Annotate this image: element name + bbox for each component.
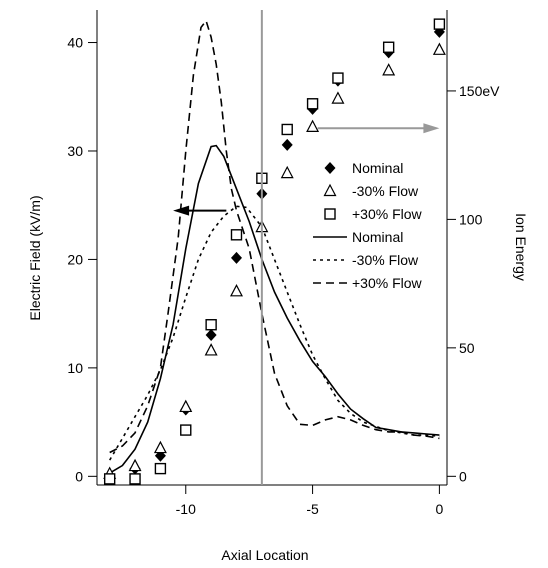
ion-energy-point-diamond [230,251,242,264]
y-left-tick-label: 40 [67,35,83,51]
ion-energy-point-triangle [128,458,142,472]
ion-energy-point-square [230,229,243,241]
ion-energy-point-diamond [281,138,293,151]
ion-energy-point-square [332,72,344,84]
ion-energy-point-square [103,473,116,485]
right-arrow-head [423,123,440,134]
ion-energy-point-square [154,462,167,475]
axes-group: -10 -5 0 0 10 20 30 40 0 50 100 150eV [67,10,500,517]
legend-marker-triangle [323,183,337,197]
ion-energy-point-triangle [331,91,345,104]
y-right-tick-label: 50 [459,340,475,356]
y-left-tick-label: 10 [67,360,83,376]
legend: Nominal -30% Flow +30% Flow Nominal -30% Flo… [313,160,423,291]
ion-energy-point-square [205,319,217,331]
x-tick-label: -5 [306,501,319,517]
x-tick-label: 0 [435,501,443,517]
y-left-tick-label: 20 [67,251,83,267]
legend-marker-square [324,208,336,220]
legend-label: Nominal [352,160,403,176]
legend-label: +30% Flow [352,206,423,222]
field-line-dotted [109,205,440,461]
y-right-tick-label: 150eV [459,83,500,99]
x-axis-title: Axial Location [221,547,308,563]
ion-energy-point-square [180,424,192,436]
ion-energy-point-triangle [204,343,218,356]
legend-label: -30% Flow [352,183,419,199]
ion-energy-point-square [382,41,395,53]
ion-energy-point-square [281,123,293,136]
ion-energy-point-square [306,98,319,110]
ion-energy-point-triangle [306,119,320,133]
ion-energy-point-triangle [153,440,167,454]
ion-energy-point-triangle [432,42,446,55]
ion-energy-point-square [129,473,141,485]
legend-label: Nominal [352,229,403,245]
y-left-axis-title: Electric Field (kV/m) [27,195,43,320]
legend-marker-diamond [324,162,336,174]
ion-energy-point-triangle [230,284,243,297]
y-right-tick-label: 100 [459,211,483,227]
y-right-axis-title: Ion Energy [513,213,529,281]
ion-energy-point-triangle [280,165,294,179]
field-line-solid [109,144,440,474]
x-tick-label: -10 [176,501,196,517]
y-left-tick-label: 0 [75,468,83,484]
y-left-tick-label: 30 [67,143,83,159]
ion-energy-point-triangle [382,63,396,76]
ion-energy-point-triangle [179,399,193,413]
field-line-dashed [109,19,440,454]
left-arrow-head [173,205,190,216]
y-right-tick-label: 0 [459,468,467,484]
ion-energy-point-diamond [205,329,217,342]
ion-energy-point-square [433,18,446,30]
legend-label: +30% Flow [352,275,423,291]
annotations-group [173,10,440,485]
legend-label: -30% Flow [352,252,419,268]
ion-energy-markers [103,18,446,485]
electric-field-lines [109,19,440,474]
